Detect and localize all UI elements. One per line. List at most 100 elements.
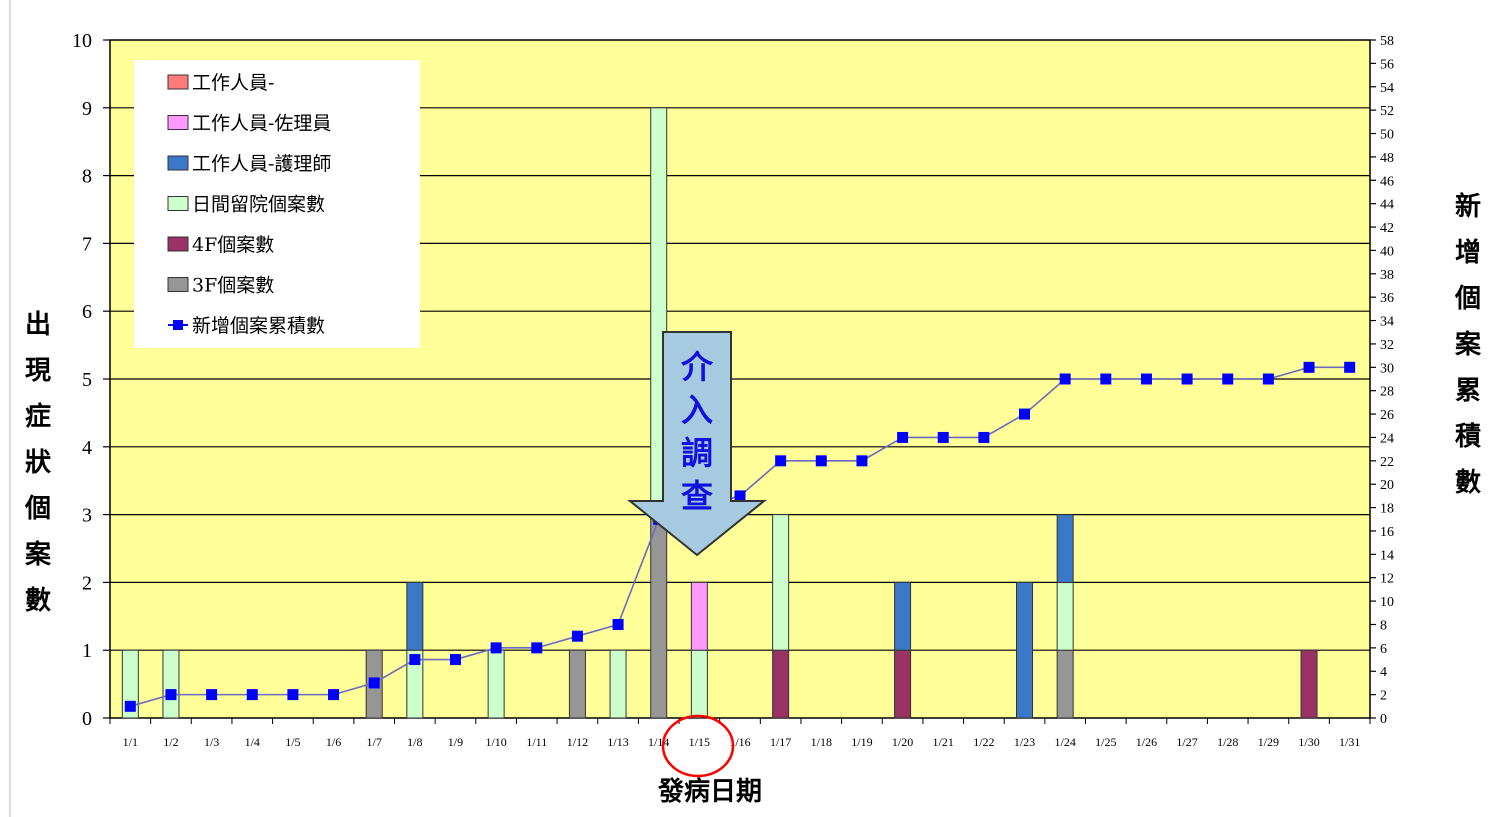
bar-segment — [894, 649, 912, 719]
legend-swatch — [167, 74, 189, 90]
x-tick-label: 1/3 — [204, 735, 219, 749]
y2-tick-label: 36 — [1380, 291, 1394, 306]
intervention-arrow: 介入調查 — [627, 331, 767, 557]
legend-label: 工作人員-佐理員 — [192, 113, 331, 135]
line-point — [409, 654, 421, 666]
line-point — [1181, 373, 1193, 385]
y-tick-label: 7 — [82, 233, 92, 255]
bar-segment — [690, 649, 708, 719]
x-tick-label: 1/25 — [1095, 735, 1116, 749]
x-tick-label: 1/30 — [1298, 735, 1319, 749]
y2-tick-label: 10 — [1380, 595, 1394, 610]
line-point — [734, 490, 746, 502]
line-point — [206, 689, 218, 701]
arrow-shape — [627, 331, 767, 557]
line-point — [937, 431, 949, 443]
x-tick-label: 1/8 — [407, 735, 422, 749]
y-tick-label: 5 — [82, 369, 92, 391]
line-point — [328, 689, 340, 701]
legend-swatch — [167, 155, 189, 171]
x-tick-label: 1/26 — [1136, 735, 1157, 749]
line-point — [612, 618, 624, 630]
y2-axis-title: 新增個案累積數 — [1454, 191, 1482, 498]
legend-swatch — [167, 196, 189, 211]
legend-label: 3F個案數 — [192, 275, 274, 297]
bar-segment — [772, 649, 790, 719]
legend-marker-swatch — [173, 320, 183, 330]
line-point — [1019, 408, 1031, 420]
bar-segment — [1016, 581, 1034, 719]
line-point — [1222, 373, 1234, 385]
y-tick-label: 8 — [82, 166, 92, 188]
line-point — [124, 700, 136, 712]
bar-segment — [1056, 649, 1074, 719]
y2-tick-label: 6 — [1380, 642, 1387, 657]
y2-tick-label: 56 — [1380, 57, 1394, 72]
x-tick-label: 1/21 — [933, 735, 954, 749]
y-tick-label: 0 — [82, 708, 92, 730]
line-point — [287, 689, 299, 701]
x-tick-label: 1/31 — [1339, 735, 1360, 749]
x-tick-label: 1/29 — [1258, 735, 1279, 749]
y2-tick-label: 28 — [1380, 385, 1394, 400]
y2-tick-label: 44 — [1380, 198, 1394, 213]
bar-segment — [1300, 649, 1318, 719]
bar-series — [121, 107, 1318, 719]
line-point — [1262, 373, 1274, 385]
bar-segment — [772, 514, 790, 651]
line-point — [775, 455, 787, 467]
x-tick-label: 1/12 — [567, 735, 588, 749]
y2-tick-label: 22 — [1380, 455, 1394, 470]
line-point — [368, 677, 380, 689]
x-tick-label: 1/18 — [811, 735, 832, 749]
x-tick-label: 1/27 — [1176, 735, 1197, 749]
y2-tick-label: 50 — [1380, 128, 1394, 143]
legend-label: 工作人員- — [192, 72, 274, 94]
y2-tick-label: 54 — [1380, 81, 1394, 96]
y-tick-label: 10 — [72, 30, 92, 52]
bar-segment — [609, 649, 627, 719]
legend-label: 新增個案累積數 — [192, 315, 325, 337]
y2-tick-label: 20 — [1380, 478, 1394, 493]
bar-segment — [894, 581, 912, 651]
y-tick-label: 4 — [82, 437, 92, 459]
line-point — [449, 654, 461, 666]
y2-tick-label: 48 — [1380, 151, 1394, 166]
y2-tick-label: 30 — [1380, 361, 1394, 376]
x-tick-label: 1/23 — [1014, 735, 1035, 749]
y2-tick-label: 34 — [1380, 315, 1394, 330]
bar-segment — [162, 649, 180, 719]
highlight-circle — [661, 714, 735, 778]
line-point — [1059, 373, 1071, 385]
line-point — [246, 689, 258, 701]
y2-tick-label: 58 — [1380, 34, 1394, 49]
y-tick-label: 2 — [82, 572, 92, 594]
x-tick-label: 1/13 — [607, 735, 628, 749]
x-tick-label: 1/6 — [326, 735, 341, 749]
y2-tick-label: 2 — [1380, 689, 1387, 704]
legend-swatch — [167, 236, 189, 252]
y2-tick-label: 12 — [1380, 572, 1394, 587]
legend-label: 工作人員-護理師 — [192, 153, 331, 175]
line-point — [978, 431, 990, 443]
arrow-label: 介入調查 — [680, 348, 714, 515]
bar-segment — [690, 581, 708, 651]
y2-tick-label: 46 — [1380, 174, 1394, 189]
x-tick-label: 1/28 — [1217, 735, 1238, 749]
y-tick-label: 9 — [82, 98, 92, 120]
y2-tick-label: 4 — [1380, 665, 1387, 680]
legend-label: 日間留院個案數 — [192, 194, 325, 216]
y2-tick-label: 0 — [1380, 712, 1387, 727]
y2-tick-label: 26 — [1380, 408, 1394, 423]
y2-tick-label: 24 — [1380, 431, 1394, 446]
line-point — [856, 455, 868, 467]
x-tick-label: 1/22 — [973, 735, 994, 749]
x-tick-label: 1/9 — [448, 735, 463, 749]
x-tick-label: 1/4 — [245, 735, 260, 749]
x-tick-label: 1/10 — [485, 735, 506, 749]
y-tick-label: 6 — [82, 301, 92, 323]
x-tick-label: 1/14 — [648, 735, 669, 749]
line-point — [1344, 361, 1356, 373]
